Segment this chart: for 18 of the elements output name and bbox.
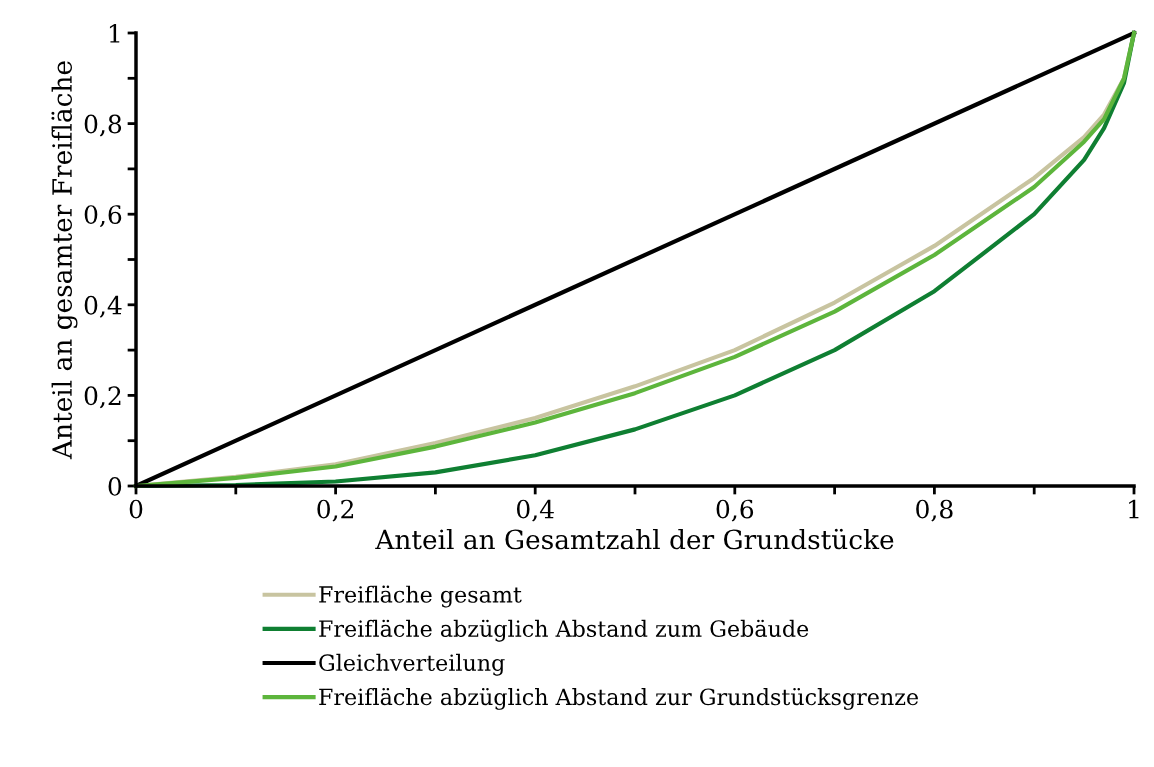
legend-label: Freifläche gesamt [319, 585, 522, 608]
x-tick-label: 0,2 [317, 499, 354, 522]
x-tick-label: 0,4 [516, 499, 554, 522]
x-tick-label: 0,6 [716, 499, 754, 522]
legend-label: Freifläche abzüglich Abstand zur Grundstücksgrenze [319, 687, 918, 710]
legend-label: Freifläche abzüglich Abstand zum Gebäude [319, 619, 809, 642]
y-tick-label: 0 [108, 476, 122, 496]
y-tick-label: 0,2 [84, 386, 121, 409]
y-tick-label: 0,6 [84, 205, 122, 228]
y-tick-label: 0,8 [84, 114, 122, 137]
legend-label: Gleichverteilung [319, 653, 505, 676]
x-tick-label: 0 [129, 499, 143, 519]
x-tick-label: 0,8 [916, 499, 953, 522]
x-axis-title: Anteil an Gesamtzahl der Grundstücke [375, 528, 894, 550]
y-tick-label: 0,4 [84, 295, 122, 318]
y-axis-title: Anteil an gesamter Freifläche [51, 61, 78, 460]
x-tick-label: 1 [1129, 499, 1139, 519]
y-tick-label: 1 [109, 23, 120, 43]
